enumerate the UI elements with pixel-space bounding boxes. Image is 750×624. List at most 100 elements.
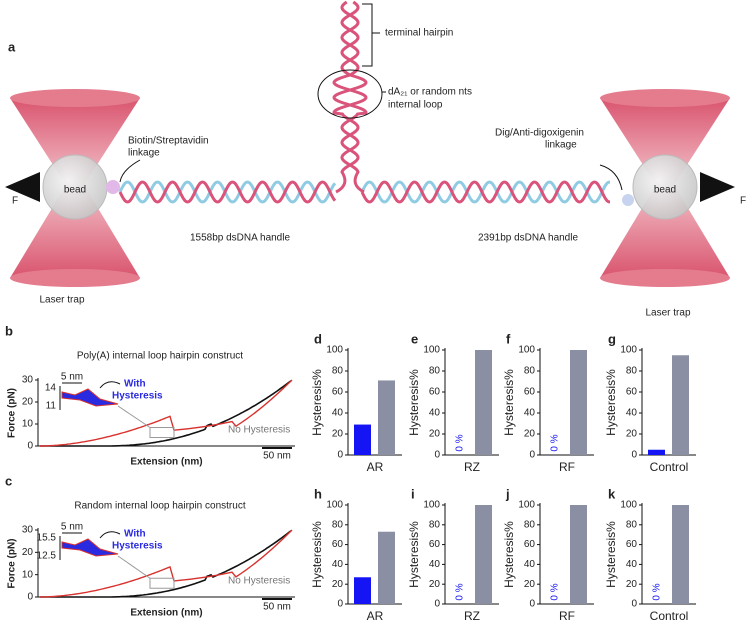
y-tick-label: 80 xyxy=(429,366,441,377)
y-axis-label: Hysteresis% xyxy=(407,369,421,436)
y-axis-label: Hysteresis% xyxy=(407,521,421,588)
inset-tick-label: 12.5 xyxy=(37,551,57,562)
y-tick-label: 40 xyxy=(332,559,344,570)
inset-link xyxy=(117,555,151,579)
y-tick-label: 20 xyxy=(524,429,536,440)
y-tick-label: 20 xyxy=(332,429,344,440)
no-hysteresis-label: No Hysteresis xyxy=(228,425,290,436)
y-tick-label: 80 xyxy=(524,519,536,530)
y-tick-label: 60 xyxy=(332,539,344,550)
loop-label: dA₂₁ or random nts xyxy=(388,87,472,98)
bead-label: bead xyxy=(64,185,86,196)
inset-tick-label: 15.5 xyxy=(37,533,57,544)
inset-box xyxy=(149,427,175,439)
loop-label: internal loop xyxy=(388,100,443,111)
y-tick-label: 100 xyxy=(518,500,535,511)
right-linkage-arrow xyxy=(599,164,623,191)
y-tick-label: 40 xyxy=(524,559,536,570)
y-tick-label: 60 xyxy=(524,539,536,550)
y-tick-label: 100 xyxy=(423,500,440,511)
y-tick-label: 10 xyxy=(22,569,34,580)
inset-scale-label: 5 nm xyxy=(61,522,83,533)
y-tick-label: 100 xyxy=(518,345,535,356)
y-tick-label: 80 xyxy=(626,366,638,377)
y-axis-label: Hysteresis% xyxy=(604,521,618,588)
bead-label: bead xyxy=(654,185,676,196)
bar xyxy=(672,505,689,604)
inset-tick-label: 14 xyxy=(45,383,57,394)
with-label: With xyxy=(124,379,146,390)
hairpin-strand xyxy=(332,0,368,194)
inset-scale-label: 5 nm xyxy=(61,372,83,383)
x-axis-label: Extension (nm) xyxy=(130,457,202,468)
panel-label: e xyxy=(411,331,418,346)
with-arrow xyxy=(99,531,121,539)
y-axis-label: Hysteresis% xyxy=(604,369,618,436)
linkage-label: linkage xyxy=(545,140,577,151)
y-tick-label: 100 xyxy=(326,345,343,356)
bar xyxy=(378,531,395,604)
value-label: 0 % xyxy=(550,434,561,451)
y-tick-label: 20 xyxy=(22,547,34,558)
y-axis-label: Hysteresis% xyxy=(502,521,516,588)
y-tick-label: 0 xyxy=(27,441,33,452)
y-tick-label: 0 xyxy=(529,450,535,461)
y-tick-label: 20 xyxy=(626,579,638,590)
y-tick-label: 0 xyxy=(434,450,440,461)
x-axis-label: Control xyxy=(650,460,689,474)
bar xyxy=(354,424,371,455)
y-tick-label: 10 xyxy=(22,419,34,430)
no-hysteresis-label: No Hysteresis xyxy=(228,576,290,587)
handle-label: 1558bp dsDNA handle xyxy=(190,233,291,244)
y-tick-label: 0 xyxy=(529,599,535,610)
value-label: 0 % xyxy=(550,583,561,600)
panel-title: Poly(A) internal loop hairpin construct xyxy=(77,351,243,362)
y-tick-label: 60 xyxy=(626,387,638,398)
y-tick-label: 100 xyxy=(620,345,637,356)
helix-strand xyxy=(118,180,337,204)
y-tick-label: 80 xyxy=(429,519,441,530)
y-tick-label: 80 xyxy=(332,519,344,530)
y-tick-label: 60 xyxy=(626,539,638,550)
x-axis-label: RZ xyxy=(464,460,480,474)
bar xyxy=(570,350,587,455)
y-tick-label: 40 xyxy=(626,559,638,570)
y-axis-label: Force (pN) xyxy=(7,539,18,589)
y-tick-label: 20 xyxy=(429,429,441,440)
helix-strand xyxy=(118,180,337,204)
inset-trace xyxy=(61,538,119,557)
x-axis-label: RZ xyxy=(464,609,480,623)
y-tick-label: 60 xyxy=(429,539,441,550)
bar xyxy=(378,380,395,455)
bar xyxy=(475,505,492,604)
y-tick-label: 0 xyxy=(434,599,440,610)
y-tick-label: 100 xyxy=(620,500,637,511)
x-axis-label: AR xyxy=(367,609,384,623)
left-trap xyxy=(5,89,140,287)
x-axis-label: Extension (nm) xyxy=(130,608,202,619)
panel-label: b xyxy=(5,323,13,338)
panel-label: j xyxy=(505,486,510,501)
hairpin-bracket xyxy=(362,3,380,67)
linkage-label: linkage xyxy=(128,148,160,159)
with-label: With xyxy=(124,529,146,540)
y-tick-label: 40 xyxy=(429,559,441,570)
right-trap xyxy=(600,89,735,287)
with-label: Hysteresis xyxy=(112,391,163,402)
y-tick-label: 30 xyxy=(22,525,34,536)
y-tick-label: 40 xyxy=(332,408,344,419)
dna-construct xyxy=(118,0,610,204)
y-tick-label: 60 xyxy=(332,387,344,398)
y-tick-label: 0 xyxy=(337,599,343,610)
y-tick-label: 100 xyxy=(326,500,343,511)
value-label: 0 % xyxy=(455,434,466,451)
helix-strand xyxy=(360,180,610,204)
trap-label: Laser trap xyxy=(39,295,84,306)
y-tick-label: 60 xyxy=(429,387,441,398)
retract-trace xyxy=(40,530,292,598)
linkage-label: Dig/Anti-digoxigenin xyxy=(495,128,584,139)
loop-circle xyxy=(317,69,383,119)
linkage-label: Biotin/Streptavidin xyxy=(128,136,209,147)
y-tick-label: 20 xyxy=(626,429,638,440)
hairpin-label: terminal hairpin xyxy=(385,28,453,39)
